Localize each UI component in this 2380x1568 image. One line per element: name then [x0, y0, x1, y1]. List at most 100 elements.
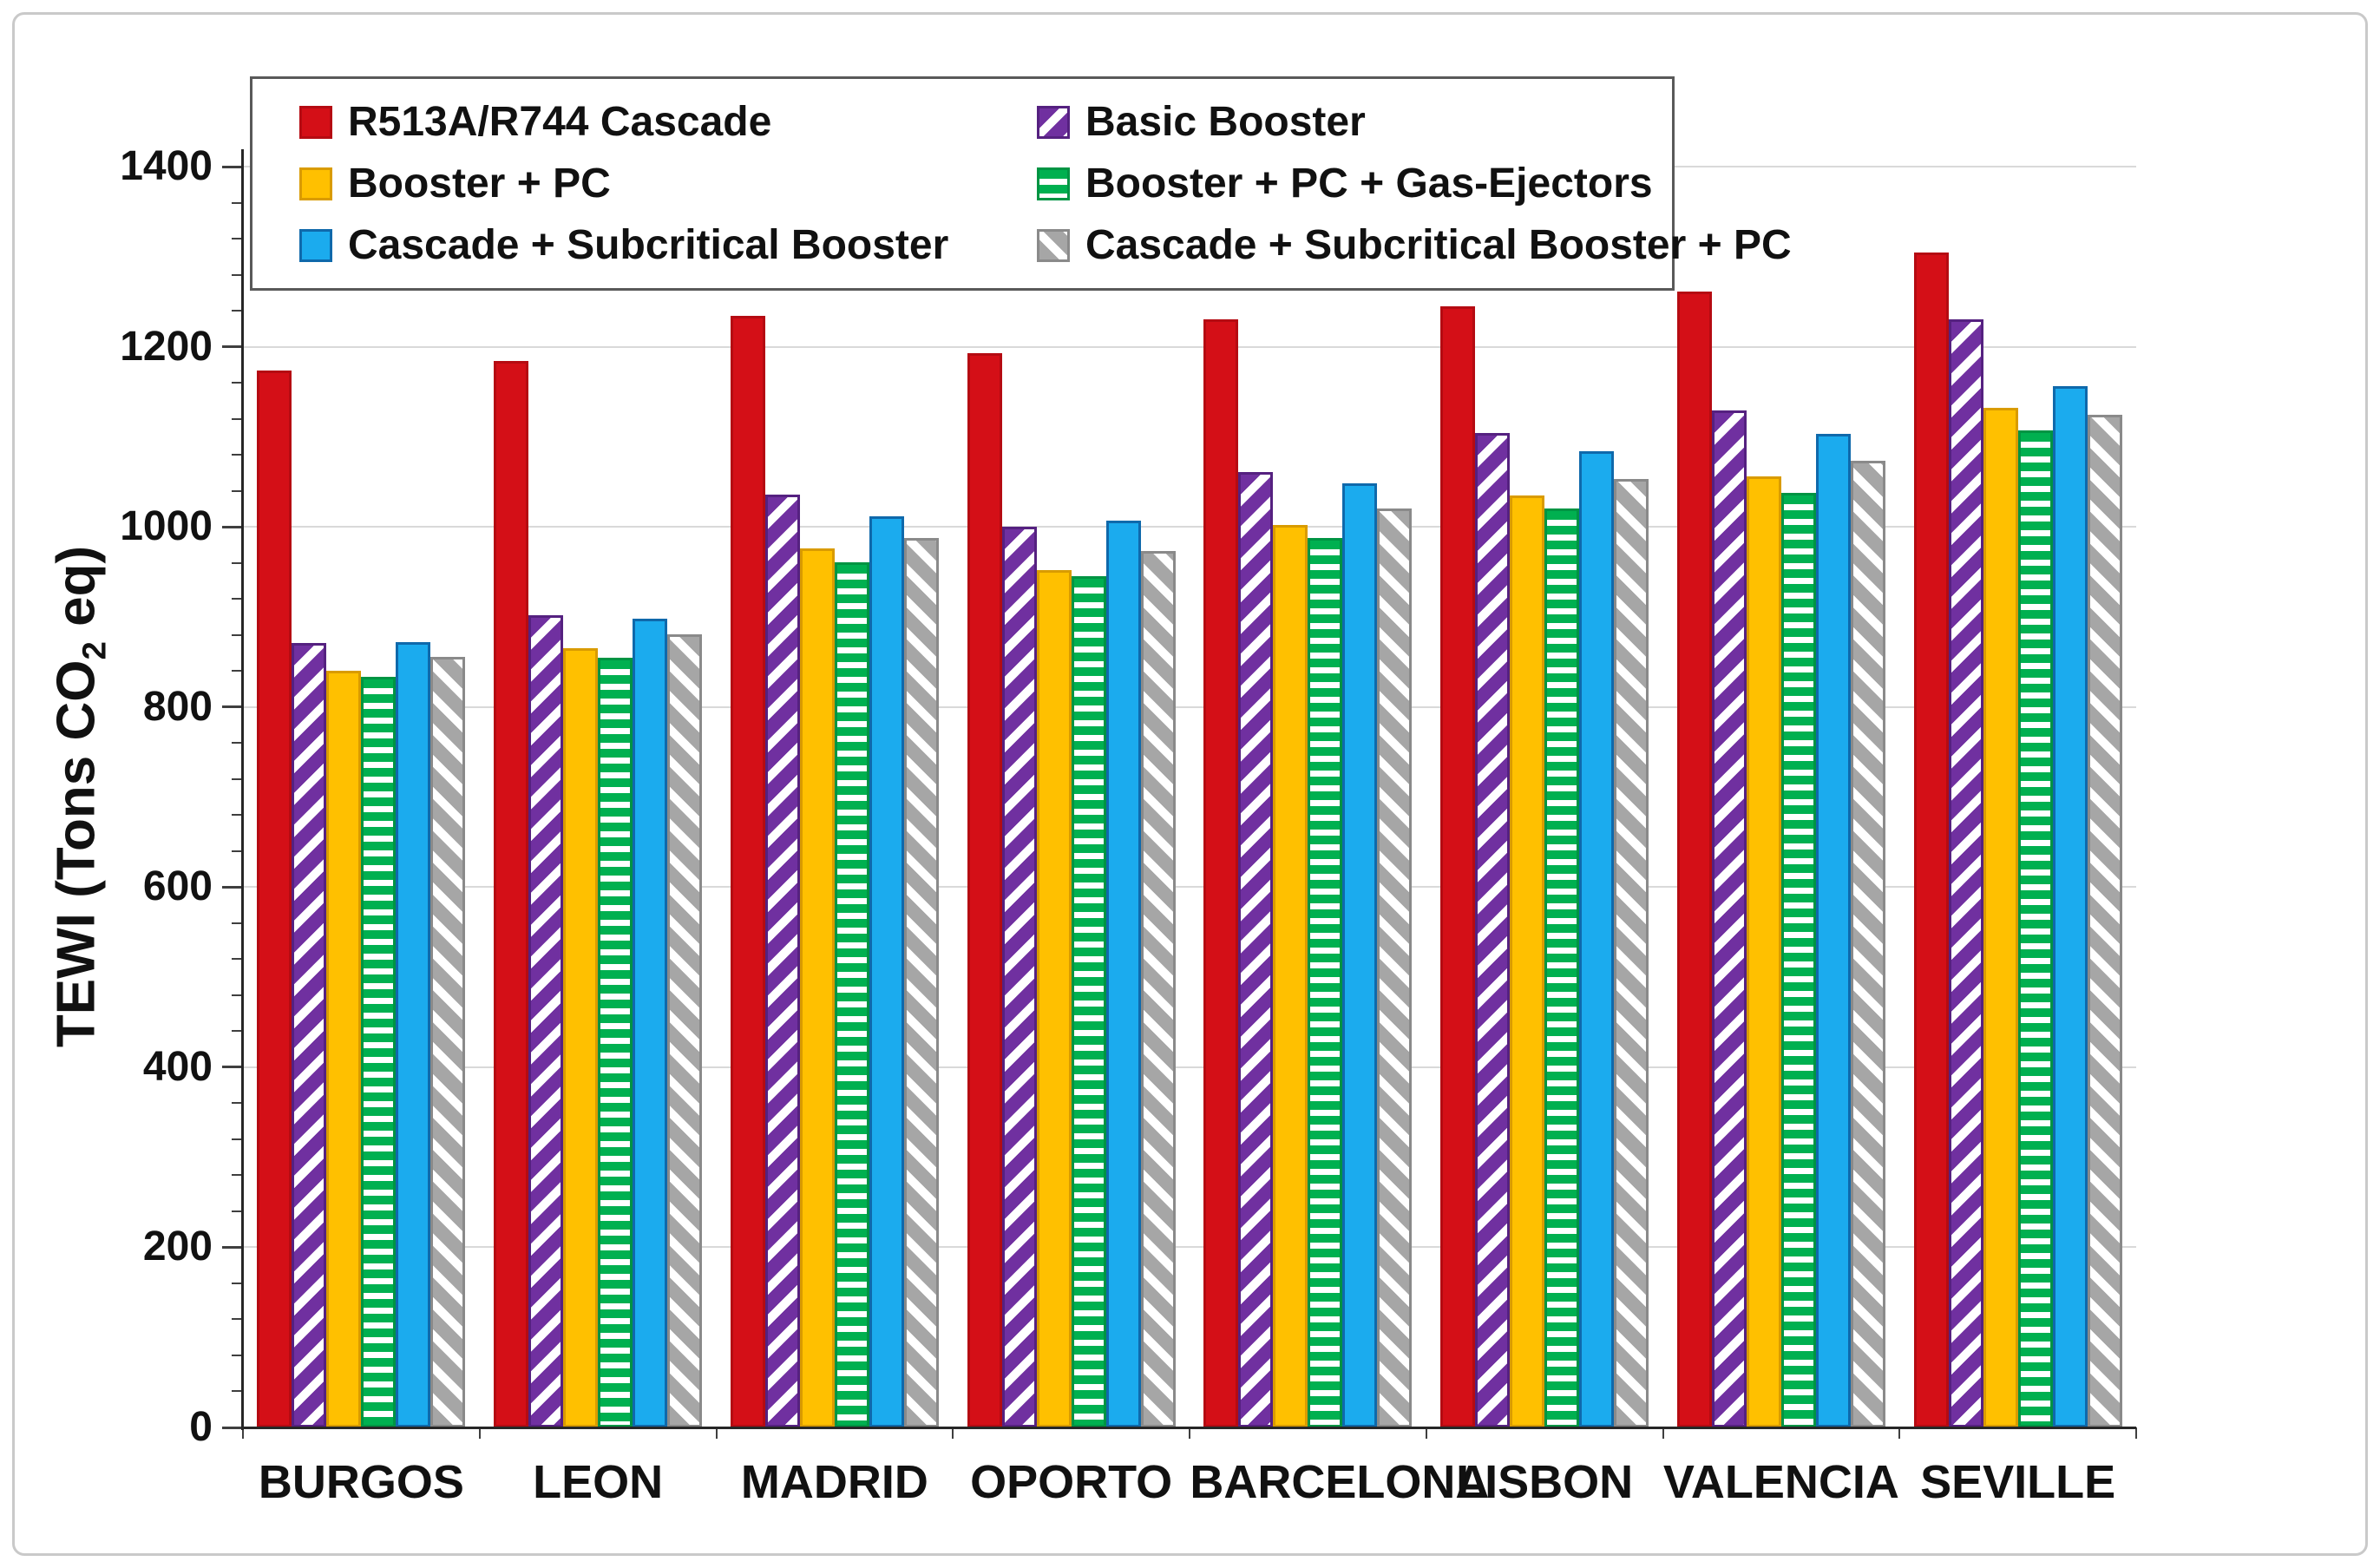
- bar-madrid-series-0: [730, 316, 765, 1427]
- y-minor-tick: [232, 273, 243, 276]
- bar-burgos-series-3: [361, 677, 397, 1427]
- bar-valencia-series-1: [1711, 410, 1747, 1427]
- y-minor-tick: [232, 1030, 243, 1033]
- legend-item-r513a-r744-cascade: R513A/R744 Cascade: [299, 98, 1037, 145]
- gridline-400: [243, 1066, 2136, 1068]
- bar-oporto-series-2: [1036, 569, 1072, 1427]
- x-axis-label-lisbon: LISBON: [1456, 1456, 1634, 1508]
- bar-oporto-series-5: [1140, 551, 1176, 1427]
- y-major-tick-800: [222, 705, 243, 709]
- y-minor-tick: [232, 238, 243, 240]
- bar-madrid-series-3: [834, 561, 869, 1427]
- gridline-200: [243, 1246, 2136, 1249]
- bar-seville-series-2: [1983, 408, 2018, 1427]
- legend-label: Booster + PC: [348, 160, 611, 207]
- x-boundary-tick: [2135, 1427, 2137, 1439]
- legend-item-booster-pc-gas-ejectors: Booster + PC + Gas-Ejectors: [1037, 160, 1792, 207]
- y-minor-tick: [232, 814, 243, 817]
- bar-seville-series-0: [1913, 252, 1949, 1427]
- y-minor-tick: [232, 922, 243, 924]
- bar-madrid-series-1: [764, 494, 800, 1427]
- bar-oporto-series-3: [1071, 576, 1106, 1427]
- legend-label: Booster + PC + Gas-Ejectors: [1085, 160, 1653, 207]
- bar-oporto-series-4: [1105, 520, 1141, 1427]
- y-minor-tick: [232, 561, 243, 564]
- gridline-1200: [243, 345, 2136, 348]
- y-tick-label-600: 600: [142, 863, 213, 910]
- y-tick-label-1200: 1200: [120, 323, 213, 370]
- bar-leon-series-3: [598, 657, 633, 1427]
- legend-label: Basic Booster: [1085, 98, 1366, 145]
- bar-barcelona-series-5: [1377, 508, 1413, 1427]
- x-boundary-tick: [1662, 1427, 1664, 1439]
- bar-barcelona-series-0: [1203, 319, 1239, 1427]
- x-boundary-tick: [1425, 1427, 1427, 1439]
- legend-item-basic-booster: Basic Booster: [1037, 98, 1792, 145]
- bar-oporto-series-0: [967, 352, 1002, 1427]
- bar-burgos-series-2: [326, 671, 362, 1427]
- bar-barcelona-series-3: [1308, 537, 1343, 1427]
- legend-label: Cascade + Subcritical Booster: [348, 221, 949, 268]
- legend-label: Cascade + Subcritical Booster + PC: [1085, 221, 1792, 268]
- bar-burgos-series-5: [430, 656, 466, 1427]
- y-axis-line: [241, 149, 244, 1430]
- gridline-800: [243, 705, 2136, 708]
- legend-item-booster-pc: Booster + PC: [299, 160, 1037, 207]
- bar-lisbon-series-0: [1440, 305, 1476, 1427]
- bar-lisbon-series-3: [1544, 508, 1580, 1427]
- y-minor-tick: [232, 1174, 243, 1177]
- y-minor-tick: [232, 1138, 243, 1140]
- bar-madrid-series-5: [903, 537, 939, 1427]
- bar-leon-series-2: [563, 648, 599, 1427]
- y-tick-label-1400: 1400: [120, 143, 213, 189]
- x-boundary-tick: [242, 1427, 244, 1439]
- bar-barcelona-series-4: [1342, 483, 1378, 1427]
- legend-label: R513A/R744 Cascade: [348, 98, 772, 145]
- x-boundary-tick: [478, 1427, 481, 1439]
- y-minor-tick: [232, 1354, 243, 1356]
- y-minor-tick: [232, 201, 243, 204]
- y-minor-tick: [232, 598, 243, 600]
- legend-swatch-yellow-solid: [299, 167, 332, 200]
- x-axis-label-valencia: VALENCIA: [1662, 1456, 1899, 1508]
- bar-valencia-series-2: [1746, 476, 1781, 1427]
- y-minor-tick: [232, 777, 243, 780]
- bar-valencia-series-4: [1815, 434, 1851, 1427]
- y-tick-label-0: 0: [189, 1404, 213, 1450]
- legend-swatch-red-solid: [299, 105, 332, 139]
- bar-valencia-series-0: [1676, 292, 1712, 1427]
- y-major-tick-600: [222, 885, 243, 889]
- x-axis-label-madrid: MADRID: [740, 1456, 928, 1508]
- legend-swatch-gray-hatch: [1037, 228, 1070, 262]
- y-minor-tick: [232, 382, 243, 384]
- bar-seville-series-3: [2017, 430, 2053, 1427]
- y-major-tick-400: [222, 1066, 243, 1069]
- legend-swatch-purple-hatch: [1037, 105, 1070, 139]
- y-minor-tick: [232, 958, 243, 961]
- y-minor-tick: [232, 1318, 243, 1321]
- y-major-tick-1200: [222, 345, 243, 349]
- x-axis-label-oporto: OPORTO: [970, 1456, 1173, 1508]
- bar-valencia-series-3: [1780, 492, 1816, 1427]
- y-minor-tick: [232, 633, 243, 636]
- bar-barcelona-series-1: [1238, 471, 1274, 1427]
- legend-swatch-green-stripes: [1037, 167, 1070, 200]
- legend-item-cascade-subcritical-booster: Cascade + Subcritical Booster: [299, 221, 1037, 268]
- bar-leon-series-4: [633, 619, 668, 1427]
- bar-burgos-series-0: [257, 370, 292, 1427]
- bar-oporto-series-1: [1001, 527, 1037, 1427]
- bar-madrid-series-2: [799, 548, 835, 1427]
- y-minor-tick: [232, 417, 243, 420]
- bar-lisbon-series-4: [1579, 450, 1615, 1427]
- y-minor-tick: [232, 1390, 243, 1393]
- y-minor-tick: [232, 310, 243, 312]
- bar-seville-series-5: [2087, 415, 2122, 1427]
- legend: R513A/R744 Cascade Basic Booster Booster…: [250, 76, 1792, 291]
- x-boundary-tick: [952, 1427, 954, 1439]
- y-minor-tick: [232, 670, 243, 672]
- y-major-tick-200: [222, 1245, 243, 1249]
- x-axis-label-burgos: BURGOS: [258, 1456, 464, 1508]
- bar-lisbon-series-1: [1475, 433, 1511, 1427]
- y-minor-tick: [232, 1102, 243, 1105]
